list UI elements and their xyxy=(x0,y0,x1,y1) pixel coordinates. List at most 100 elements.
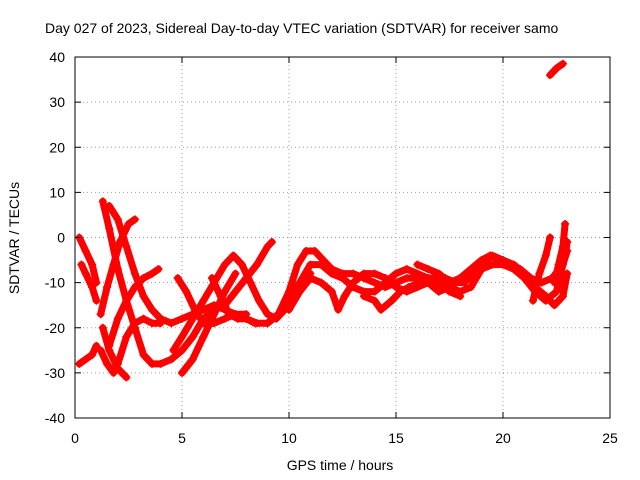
data-point xyxy=(130,269,139,278)
data-point xyxy=(263,310,272,319)
series-line xyxy=(413,247,571,287)
data-point xyxy=(81,269,90,278)
data-point xyxy=(113,314,122,323)
y-tick-label: -20 xyxy=(45,320,65,336)
data-point xyxy=(302,247,311,256)
y-tick-labels: -40 -30 -20 -10 0 10 20 30 40 xyxy=(45,49,65,426)
data-point xyxy=(285,305,293,314)
data-point xyxy=(327,269,336,278)
data-point xyxy=(340,292,349,301)
y-tick-label: -10 xyxy=(45,275,65,291)
chart-title: Day 027 of 2023, Sidereal Day-to-day VTE… xyxy=(45,20,558,36)
data-point xyxy=(359,269,368,278)
data-point xyxy=(563,269,572,278)
data-point xyxy=(98,323,107,332)
data-point xyxy=(122,296,131,305)
data-point xyxy=(516,265,525,274)
series-s21 xyxy=(550,219,570,287)
data-point xyxy=(139,350,148,359)
data-point xyxy=(246,278,255,287)
x-tick-label: 15 xyxy=(388,430,404,446)
data-point xyxy=(486,251,495,260)
data-point xyxy=(122,242,131,251)
data-point xyxy=(250,319,259,328)
data-point xyxy=(105,341,114,350)
axis-ticks xyxy=(74,56,611,419)
data-point xyxy=(178,314,186,323)
series-line xyxy=(360,252,571,314)
data-point xyxy=(122,332,131,341)
data-point xyxy=(396,287,405,296)
data-point xyxy=(156,359,165,368)
data-point xyxy=(210,310,219,319)
data-point xyxy=(349,278,358,287)
data-point xyxy=(113,215,122,224)
data-point xyxy=(477,256,486,265)
data-point xyxy=(306,274,315,283)
data-point xyxy=(541,292,550,301)
series-s19 xyxy=(413,247,572,287)
data-point xyxy=(130,215,139,224)
data-point xyxy=(552,287,561,296)
data-point xyxy=(130,319,139,328)
data-point xyxy=(207,274,216,283)
data-point xyxy=(124,219,133,228)
x-tick-label: 0 xyxy=(71,430,79,446)
data-point xyxy=(402,274,411,283)
series-s2 xyxy=(77,260,101,305)
data-point xyxy=(113,359,122,368)
data-point xyxy=(263,319,272,328)
data-point xyxy=(148,319,157,328)
data-point xyxy=(535,269,544,278)
data-point xyxy=(528,296,537,305)
data-point xyxy=(81,355,90,364)
data-point xyxy=(148,269,157,278)
data-point xyxy=(139,274,148,283)
data-point xyxy=(550,301,559,310)
data-point xyxy=(105,201,114,210)
data-point xyxy=(263,242,272,251)
data-point xyxy=(460,278,469,287)
series-line xyxy=(99,324,130,381)
y-tick-label: 10 xyxy=(49,184,65,200)
series-s20 xyxy=(528,233,555,305)
data-point xyxy=(359,292,368,301)
data-point xyxy=(255,296,264,305)
x-tick-labels: 0 5 10 15 20 25 xyxy=(71,430,618,446)
grid-lines xyxy=(75,57,610,418)
data-point xyxy=(546,233,555,242)
data-point xyxy=(494,256,503,265)
data-point xyxy=(92,296,101,305)
y-tick-label: 0 xyxy=(57,230,65,246)
data-point xyxy=(167,319,176,328)
data-point xyxy=(199,296,208,305)
data-point xyxy=(188,314,197,323)
x-tick-label: 5 xyxy=(178,430,186,446)
data-point xyxy=(216,292,225,301)
data-point xyxy=(190,305,199,314)
data-point xyxy=(434,269,443,278)
data-point xyxy=(456,274,465,283)
data-point xyxy=(92,341,101,350)
data-point xyxy=(103,283,112,292)
data-point xyxy=(167,355,176,364)
data-point xyxy=(267,238,276,247)
data-point xyxy=(370,278,379,287)
data-point xyxy=(293,260,302,269)
series-line xyxy=(550,220,569,287)
data-point xyxy=(88,350,97,359)
data-point xyxy=(550,278,559,287)
data-point xyxy=(220,260,229,269)
data-point xyxy=(156,319,165,328)
data-point xyxy=(558,59,567,68)
data-point xyxy=(552,64,561,73)
data-point xyxy=(231,287,240,296)
data-point xyxy=(392,269,400,278)
data-point xyxy=(109,260,118,269)
data-point xyxy=(561,219,570,228)
data-point xyxy=(96,310,105,319)
data-point xyxy=(233,314,242,323)
data-point xyxy=(105,224,114,233)
series-line xyxy=(529,234,554,305)
series-line xyxy=(178,270,239,377)
